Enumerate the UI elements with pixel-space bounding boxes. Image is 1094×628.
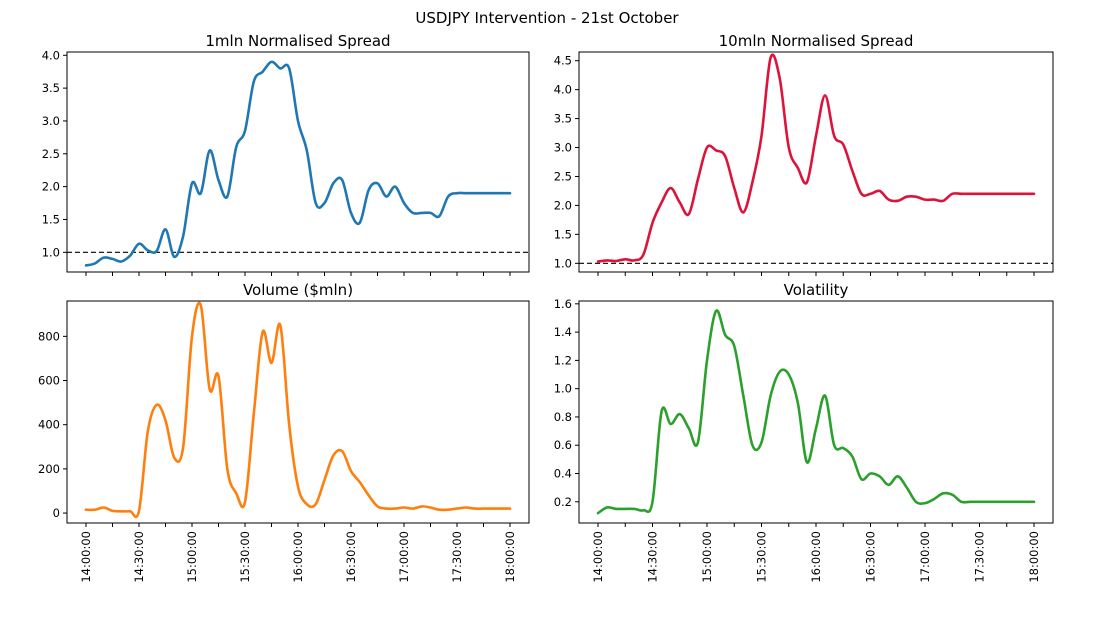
series-line bbox=[84, 60, 512, 267]
y-tick-label: 2.5 bbox=[42, 147, 60, 161]
x-tick-label: 16:30:00 bbox=[344, 531, 358, 583]
x-tick-label: 14:30:00 bbox=[646, 531, 660, 583]
x-tick-label: 15:30:00 bbox=[755, 531, 769, 583]
x-tick-label: 15:00:00 bbox=[185, 531, 199, 583]
plot-frame bbox=[66, 51, 530, 273]
y-tick-label: 800 bbox=[38, 329, 60, 343]
y-tick-label: 1.5 bbox=[554, 227, 572, 241]
x-tick-label: 15:00:00 bbox=[700, 531, 714, 583]
y-tick-label: 3.0 bbox=[42, 114, 60, 128]
x-tick-label: 17:00:00 bbox=[918, 531, 932, 583]
y-tick-label: 2.0 bbox=[42, 180, 60, 194]
y-tick-label: 0.2 bbox=[554, 495, 572, 509]
chart-title: Volatility bbox=[784, 281, 849, 299]
x-tick-label: 17:30:00 bbox=[450, 531, 464, 583]
y-tick-label: 1.0 bbox=[554, 382, 572, 396]
y-tick-label: 1.2 bbox=[554, 353, 572, 367]
x-tick-label: 16:00:00 bbox=[809, 531, 823, 583]
x-tick-label: 16:00:00 bbox=[291, 531, 305, 583]
y-tick-label: 0.8 bbox=[554, 410, 572, 424]
x-tick-label: 14:00:00 bbox=[591, 531, 605, 583]
y-tick-label: 4.0 bbox=[554, 83, 572, 97]
y-tick-label: 400 bbox=[38, 418, 60, 432]
chart-title: 10mln Normalised Spread bbox=[719, 32, 914, 50]
x-tick-label: 14:00:00 bbox=[79, 531, 93, 583]
chart-title: Volume ($mln) bbox=[243, 281, 353, 299]
chart-title: 1mln Normalised Spread bbox=[205, 32, 390, 50]
y-tick-label: 2.5 bbox=[554, 169, 572, 183]
y-tick-label: 0 bbox=[53, 506, 60, 520]
x-tick-label: 16:30:00 bbox=[864, 531, 878, 583]
y-tick-label: 1.6 bbox=[554, 297, 572, 311]
y-tick-label: 3.5 bbox=[42, 81, 60, 95]
y-tick-label: 1.5 bbox=[42, 212, 60, 226]
y-tick-label: 3.0 bbox=[554, 141, 572, 155]
y-tick-label: 4.5 bbox=[554, 54, 572, 68]
series-line bbox=[596, 309, 1036, 515]
y-tick-label: 1.0 bbox=[42, 245, 60, 259]
plot-frame bbox=[578, 51, 1054, 273]
x-tick-label: 14:30:00 bbox=[132, 531, 146, 583]
series-line bbox=[596, 53, 1036, 263]
y-tick-label: 1.4 bbox=[554, 325, 572, 339]
y-tick-label: 600 bbox=[38, 374, 60, 388]
x-tick-label: 17:30:00 bbox=[973, 531, 987, 583]
plot-frame bbox=[66, 300, 530, 524]
y-tick-label: 0.6 bbox=[554, 438, 572, 452]
x-tick-label: 18:00:00 bbox=[503, 531, 517, 583]
plot-frame bbox=[578, 300, 1054, 524]
y-tick-label: 1.0 bbox=[554, 256, 572, 270]
figure-title: USDJPY Intervention - 21st October bbox=[415, 9, 679, 27]
y-tick-label: 0.4 bbox=[554, 467, 572, 481]
x-tick-label: 17:00:00 bbox=[397, 531, 411, 583]
x-tick-label: 15:30:00 bbox=[238, 531, 252, 583]
y-tick-label: 200 bbox=[38, 462, 60, 476]
x-tick-label: 18:00:00 bbox=[1027, 531, 1041, 583]
y-tick-label: 4.0 bbox=[42, 48, 60, 62]
y-tick-label: 3.5 bbox=[554, 112, 572, 126]
y-tick-label: 2.0 bbox=[554, 198, 572, 212]
series-line bbox=[84, 301, 512, 519]
